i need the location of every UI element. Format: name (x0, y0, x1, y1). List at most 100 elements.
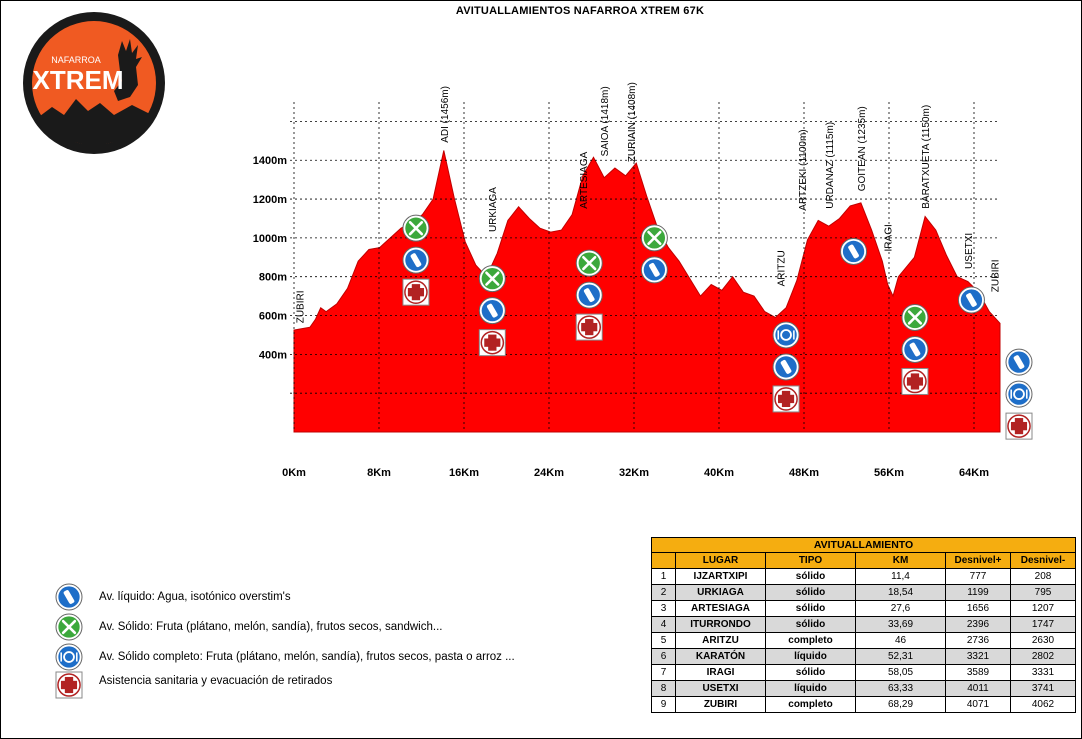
x-tick-label: 32Km (619, 467, 649, 479)
water-bottle-icon (478, 297, 506, 325)
table-cell: 2630 (1010, 632, 1076, 649)
table-header: LUGAR (675, 552, 766, 569)
table-cell: 8 (651, 680, 676, 697)
aid-station-marker (640, 224, 668, 284)
aid-station-marker (772, 321, 800, 413)
place-label: URDANAZ (1115m) (825, 122, 836, 209)
place-label: USETXI (964, 233, 975, 269)
table-header: KM (855, 552, 946, 569)
legend-text: Av. Sólido completo: Fruta (plátano, mel… (99, 651, 515, 663)
table-cell: 7 (651, 664, 676, 681)
place-label: IRAGI (884, 224, 895, 251)
aid-station-marker (478, 265, 506, 357)
table-row: 3 ARTESIAGA sólido 27,6 1656 1207 (651, 600, 1076, 617)
nafarroa-xtrem-logo: NAFARROA XTREM (23, 12, 165, 154)
table-cell: ARTESIAGA (675, 600, 766, 617)
table-cell: 2736 (945, 632, 1011, 649)
table-cell: 3589 (945, 664, 1011, 681)
fork-knife-icon (640, 224, 668, 252)
table-cell: completo (765, 632, 856, 649)
aid-station-marker (402, 214, 430, 306)
water-bottle-icon (55, 583, 83, 611)
place-label: GOITEAN (1235m) (857, 106, 868, 191)
table-cell: 58,05 (855, 664, 946, 681)
fork-knife-icon (55, 613, 83, 641)
aid-station-table: AVITUALLAMIENTO LUGAR TIPO KM Desnivel+ … (651, 537, 1076, 713)
fork-knife-icon (478, 265, 506, 293)
place-label: SAIOA (1418m) (600, 86, 611, 156)
water-bottle-icon (1005, 348, 1033, 376)
table-row: 2 URKIAGA sólido 18,54 1199 795 (651, 584, 1076, 601)
x-tick-label: 8Km (367, 467, 391, 479)
medical-cross-icon (901, 367, 929, 395)
table-cell: 3 (651, 600, 676, 617)
aid-station-marker (575, 249, 603, 341)
table-cell: 46 (855, 632, 946, 649)
table-cell: 777 (945, 568, 1011, 585)
water-bottle-icon (957, 286, 985, 314)
table-cell: 11,4 (855, 568, 946, 585)
table-cell: completo (765, 696, 856, 713)
table-cell: líquido (765, 680, 856, 697)
logo-main-text: XTREM (33, 65, 124, 95)
water-bottle-icon (840, 237, 868, 265)
place-label: ARITZU (777, 250, 788, 286)
plate-cutlery-icon (55, 643, 83, 671)
table-cell: 1656 (945, 600, 1011, 617)
water-bottle-icon (575, 281, 603, 309)
table-title: AVITUALLAMIENTO (651, 537, 1076, 553)
medical-cross-icon (772, 385, 800, 413)
table-cell: 1 (651, 568, 676, 585)
table-cell: 3321 (945, 648, 1011, 665)
water-bottle-icon (901, 335, 929, 363)
plate-cutlery-icon (772, 321, 800, 349)
table-cell: 27,6 (855, 600, 946, 617)
legend-text: Asistencia sanitaria y evacuación de ret… (99, 675, 333, 687)
table-row: 8 USETXI líquido 63,33 4011 3741 (651, 680, 1076, 697)
table-header: Desnivel+ (945, 552, 1011, 569)
place-label: ZUBIRI (991, 259, 1002, 292)
place-label: BARATXUETA (1150m) (921, 105, 932, 209)
table-cell: 63,33 (855, 680, 946, 697)
table-row: 6 KARATÓN líquido 52,31 3321 2802 (651, 648, 1076, 665)
fork-knife-icon (901, 303, 929, 331)
x-tick-label: 40Km (704, 467, 734, 479)
page-title: AVITUALLAMIENTOS NAFARROA XTREM 67K (455, 5, 705, 17)
x-tick-label: 48Km (789, 467, 819, 479)
table-cell: ZUBIRI (675, 696, 766, 713)
aid-station-marker (901, 303, 929, 395)
aid-station-marker (957, 286, 985, 314)
table-cell: IJZARTXIPI (675, 568, 766, 585)
table-cell: 4011 (945, 680, 1011, 697)
table-cell: 208 (1010, 568, 1076, 585)
place-label: ADI (1456m) (440, 86, 451, 143)
table-cell: sólido (765, 616, 856, 633)
x-tick-label: 24Km (534, 467, 564, 479)
table-cell: KARATÓN (675, 648, 766, 665)
table-header: TIPO (765, 552, 856, 569)
table-cell: USETXI (675, 680, 766, 697)
medical-cross-icon (55, 671, 83, 699)
y-tick-label: 1200m (253, 194, 287, 206)
table-cell: 2396 (945, 616, 1011, 633)
fork-knife-icon (55, 613, 83, 641)
x-tick-label: 16Km (449, 467, 479, 479)
table-row: 5 ARITZU completo 46 2736 2630 (651, 632, 1076, 649)
table-cell: 2 (651, 584, 676, 601)
table-cell: 52,31 (855, 648, 946, 665)
table-cell: 5 (651, 632, 676, 649)
y-tick-label: 1400m (253, 155, 287, 167)
table-cell: 1747 (1010, 616, 1076, 633)
table-cell: ITURRONDO (675, 616, 766, 633)
table-cell: 3331 (1010, 664, 1076, 681)
x-tick-label: 64Km (959, 467, 989, 479)
table-cell: 6 (651, 648, 676, 665)
medical-cross-icon (1005, 412, 1033, 440)
table-cell: sólido (765, 664, 856, 681)
table-row: 4 ITURRONDO sólido 33,69 2396 1747 (651, 616, 1076, 633)
table-cell: líquido (765, 648, 856, 665)
place-label: URKIAGA (488, 187, 499, 232)
table-cell: 1199 (945, 584, 1011, 601)
table-cell: 33,69 (855, 616, 946, 633)
elevation-chart: 400m 600m 800m 1000m 1200m 1400m 0Km 8Km 16Km 24K… (253, 82, 1033, 479)
